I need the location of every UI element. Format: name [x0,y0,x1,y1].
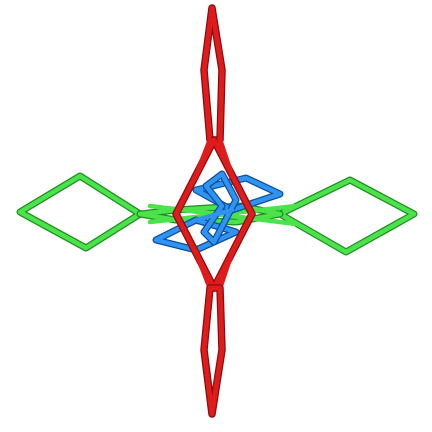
red-bottom-strand [201,285,225,417]
green-left-rhombus-shadow [16,172,144,252]
red-lower-bonds [193,249,235,291]
red-network [172,4,256,418]
blue-bridge [193,207,235,223]
green-right-rhombus [277,177,417,255]
blue-network [152,170,284,254]
green-left-rhombus [17,173,143,251]
green-right-rhombus-shadow [276,176,418,256]
blue-linker [201,171,239,245]
red-upper-bonds [193,137,235,179]
